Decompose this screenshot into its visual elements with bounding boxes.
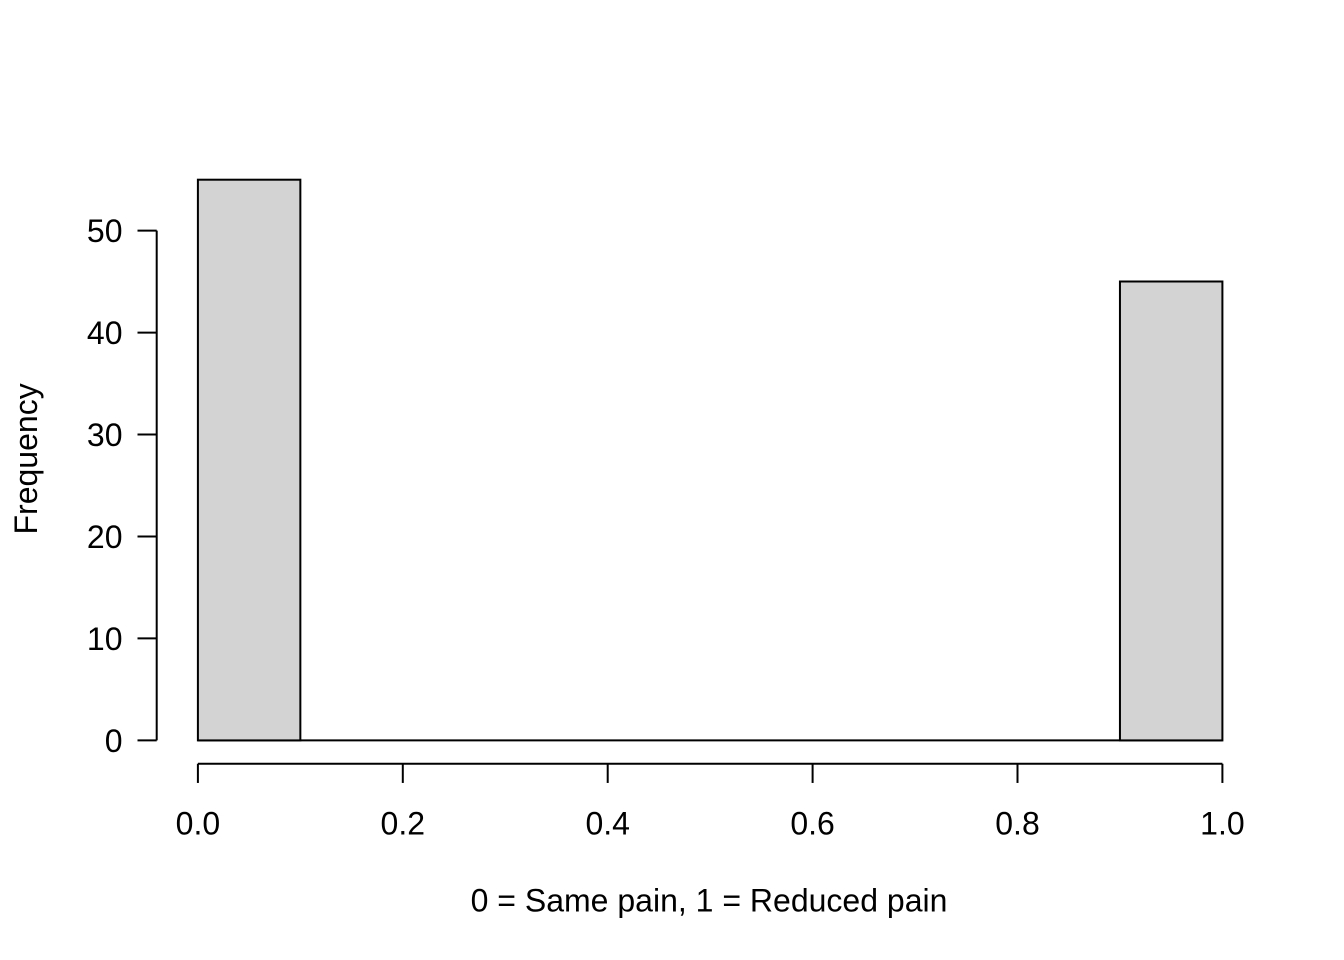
svg-text:0 = Same pain, 1 = Reduced pai: 0 = Same pain, 1 = Reduced pain <box>471 882 948 918</box>
svg-text:0.0: 0.0 <box>176 805 220 841</box>
svg-text:0.8: 0.8 <box>995 805 1039 841</box>
svg-text:30: 30 <box>87 417 123 453</box>
svg-text:40: 40 <box>87 315 123 351</box>
svg-text:50: 50 <box>87 213 123 249</box>
svg-text:0.4: 0.4 <box>585 805 629 841</box>
svg-text:0.6: 0.6 <box>790 805 834 841</box>
svg-text:10: 10 <box>87 621 123 657</box>
svg-text:Frequency: Frequency <box>8 383 44 534</box>
svg-text:0.2: 0.2 <box>381 805 425 841</box>
svg-text:1.0: 1.0 <box>1200 805 1244 841</box>
svg-text:20: 20 <box>87 519 123 555</box>
svg-text:0: 0 <box>105 723 123 759</box>
